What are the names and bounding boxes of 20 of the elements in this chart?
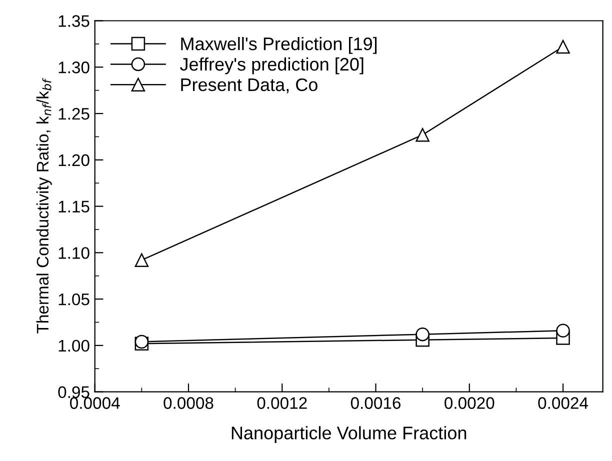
y-tick-label: 1.00 xyxy=(58,340,90,352)
y-tick-label: 0.95 xyxy=(58,386,90,398)
y-axis-title: Thermal Conductivity Ratio, k$_{nf}$/k$_{bf}$ xyxy=(36,78,52,334)
x-tick-label: 0.0016 xyxy=(350,397,401,409)
y-tick-label: 1.15 xyxy=(58,200,90,212)
y-tick-label: 1.20 xyxy=(58,154,90,166)
legend-label: Present Data, Co xyxy=(181,78,318,94)
y-tick-label: 1.30 xyxy=(58,62,90,74)
y-tick-label: 1.10 xyxy=(58,247,90,259)
x-tick-label: 0.0012 xyxy=(257,397,307,409)
y-tick-label: 1.05 xyxy=(58,293,90,306)
x-tick-label: 0.0004 xyxy=(70,397,120,409)
legend-label: Maxwell's Prediction [19] xyxy=(181,36,377,54)
x-tick-label: 0.0020 xyxy=(444,397,494,409)
x-axis-title: Nanoparticle Volume Fraction xyxy=(232,426,466,443)
x-tick-label: 0.0008 xyxy=(164,397,214,409)
y-tick-label: 1.35 xyxy=(58,15,90,27)
y-tick-label: 1.25 xyxy=(58,108,90,120)
x-tick-label: 0.0024 xyxy=(538,397,588,409)
legend-label: Jeffrey's prediction [20] xyxy=(180,57,364,74)
